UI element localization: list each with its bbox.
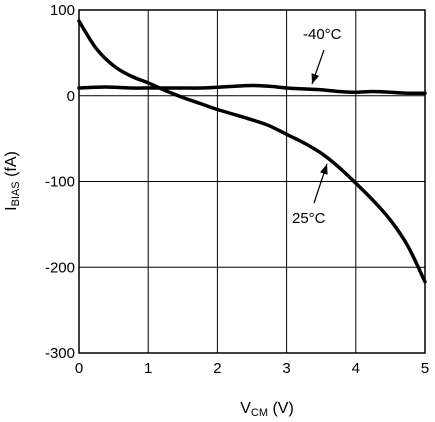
y-tick-label: 0	[67, 88, 75, 105]
x-tick-label: 0	[75, 360, 83, 377]
x-tick-label: 2	[213, 360, 221, 377]
y-tick-label: -100	[45, 174, 75, 191]
y-axis-label: IBIAS (fA)	[3, 151, 22, 211]
grid	[79, 10, 425, 353]
x-tick-label: 3	[282, 360, 290, 377]
series-group	[77, 19, 427, 284]
x-axis-label: VCM (V)	[240, 400, 294, 419]
y-tick-label: 100	[50, 2, 75, 19]
annotation-label: 25°C	[292, 210, 326, 227]
x-tick-label: 1	[144, 360, 152, 377]
annotation-label: -40°C	[303, 26, 342, 43]
x-tick-label: 5	[421, 360, 429, 377]
y-tick-label: -300	[45, 345, 75, 362]
x-tick-label: 4	[352, 360, 360, 377]
y-tick-label: -200	[45, 259, 75, 276]
plot-frame	[78, 9, 426, 354]
series-line-25c	[77, 19, 427, 284]
series-line-40c	[77, 83, 427, 95]
annotation-arrowhead	[311, 73, 320, 84]
annotations: -40°C 25°C	[292, 26, 342, 227]
tick-labels: 0 1 2 3 4 5 100 0 -100 -200 -300	[45, 2, 429, 377]
annotation-arrowhead	[320, 164, 328, 175]
